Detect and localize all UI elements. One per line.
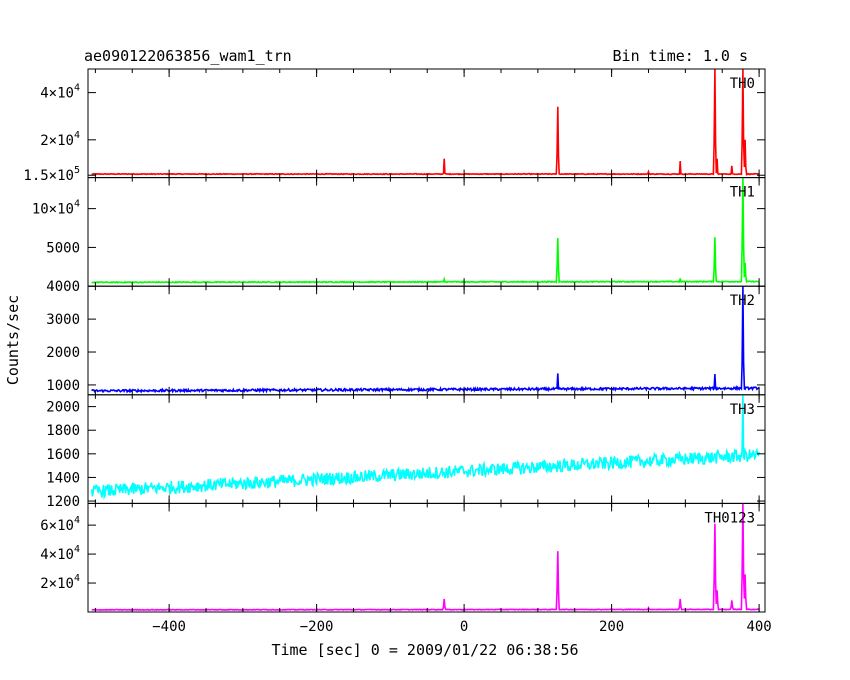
panels-group: TH0 1.5×105 2×104 4×104 TH1 5000 10×104 TH2 1000… bbox=[23, 68, 772, 635]
y-tick-label: 2000 bbox=[46, 400, 80, 416]
y-tick-label: 1800 bbox=[46, 423, 80, 439]
series-line-th3 bbox=[90, 394, 760, 500]
y-tick-label: 4×104 bbox=[40, 544, 80, 563]
y-tick-label: 1.5×105 bbox=[23, 165, 80, 184]
panel-label-th1: TH1 bbox=[730, 185, 755, 201]
bin-time-label: Bin time: 1.0 s bbox=[613, 47, 748, 65]
panel-th0123: TH0123 2×104 4×104 6×104 bbox=[40, 502, 766, 613]
panel-th0: TH0 1.5×105 2×104 4×104 bbox=[23, 68, 766, 184]
x-tick-label: −200 bbox=[300, 619, 334, 635]
panel-frame bbox=[87, 502, 766, 613]
y-tick-label: 2000 bbox=[46, 345, 80, 361]
y-tick-label: 5000 bbox=[46, 240, 80, 256]
y-tick-label: 3000 bbox=[46, 312, 80, 328]
series-line-th2 bbox=[91, 286, 760, 394]
y-axis-label: Counts/sec bbox=[4, 295, 22, 385]
y-tick-label: 10×104 bbox=[32, 199, 80, 218]
x-tick-label: 200 bbox=[599, 619, 624, 635]
y-tick-label: 1000 bbox=[46, 378, 80, 394]
panel-frame bbox=[87, 285, 766, 396]
y-tick-label: 4×104 bbox=[40, 83, 80, 102]
panel-th1: TH1 5000 10×104 bbox=[32, 177, 766, 287]
series-line-th0 bbox=[91, 69, 760, 176]
series-line-th0123 bbox=[91, 503, 760, 612]
x-axis-label: Time [sec] 0 = 2009/01/22 06:38:56 bbox=[271, 641, 578, 659]
y-tick-label: 2×104 bbox=[40, 573, 80, 592]
panel-th2: TH2 1000 2000 3000 4000 bbox=[46, 279, 766, 396]
panel-th3: TH3 1200 1400 1600 1800 2000 bbox=[46, 394, 766, 510]
y-tick-label: 4000 bbox=[46, 279, 80, 295]
x-tick-label: 0 bbox=[460, 619, 468, 635]
y-tick-label: 6×104 bbox=[40, 515, 80, 534]
y-tick-label: 1200 bbox=[46, 494, 80, 510]
x-tick-label: −400 bbox=[152, 619, 186, 635]
y-tick-label: 2×104 bbox=[40, 130, 80, 149]
panel-label-th2: TH2 bbox=[730, 293, 755, 309]
y-tick-label: 1600 bbox=[46, 447, 80, 463]
y-tick-label: 1400 bbox=[46, 470, 80, 486]
x-tick-label: 400 bbox=[746, 619, 771, 635]
panel-label-th0: TH0 bbox=[730, 76, 755, 92]
panel-label-th0123: TH0123 bbox=[704, 510, 755, 526]
observation-id-title: ae090122063856_wam1_trn bbox=[84, 47, 292, 65]
panel-frame bbox=[87, 68, 766, 179]
panel-frame bbox=[87, 177, 766, 287]
panel-label-th3: TH3 bbox=[730, 402, 755, 418]
series-line-th1 bbox=[91, 177, 760, 284]
